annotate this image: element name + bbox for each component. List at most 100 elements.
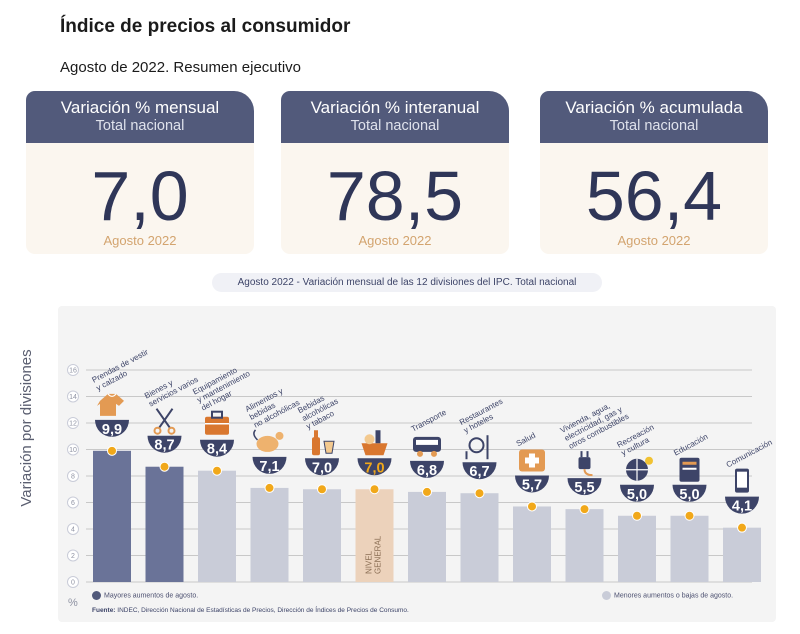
icon-shape [155, 408, 172, 430]
card-acumulada: Variación % acumulada Total nacional 56,… [540, 91, 768, 254]
bar-top-dot [474, 488, 485, 499]
page-subtitle: Agosto de 2022. Resumen ejecutivo [60, 59, 301, 76]
legend-mayor: Mayores aumentos de agosto. [92, 591, 198, 600]
value-label: 9,9 [102, 422, 122, 438]
card-value: 78,5 [326, 157, 464, 235]
page-title: Índice de precios al consumidor [60, 16, 351, 37]
category-label: Bebidasalcohólicasy tabaco [296, 389, 344, 431]
tick-marker [67, 523, 79, 535]
icon-detail [682, 467, 697, 470]
bar [460, 493, 499, 582]
card-header: Variación % interanual Total nacional [281, 91, 509, 143]
icon-detail [275, 431, 284, 440]
general-bar-label-line: NIVEL [365, 550, 374, 574]
icon-shape [578, 457, 591, 470]
scissors-comb-icon [153, 408, 176, 435]
value-badge [672, 484, 707, 502]
category-label-line: Educación [672, 432, 709, 457]
bar-top-dot [422, 486, 432, 497]
bus-icon [413, 436, 441, 457]
icon-shape [205, 416, 229, 435]
cutlery-icon [465, 435, 489, 460]
icon-detail [525, 453, 539, 468]
icon-detail [364, 434, 375, 445]
shirt-icon [97, 393, 124, 416]
icon-detail [416, 439, 438, 445]
bar-top-dot [369, 484, 380, 495]
y-tick-label: 2 [71, 553, 75, 560]
icon-detail [682, 461, 697, 465]
category-label: Comunicación [725, 438, 774, 470]
toolbox-icon [205, 410, 229, 435]
value-label: 5,5 [574, 480, 594, 496]
tick-marker [67, 576, 79, 588]
bar-top-dot [632, 510, 642, 521]
value-badge [515, 475, 549, 493]
category-label-line: Comunicación [725, 438, 774, 470]
card-value: 7,0 [91, 157, 189, 235]
y-tick-label: 8 [71, 474, 75, 481]
icon-shape [314, 430, 318, 439]
category-label: Recreacióny cultura [615, 423, 659, 458]
source-label: Fuente: [92, 607, 116, 614]
value-badge [95, 419, 129, 437]
card-month: Agosto 2022 [103, 233, 177, 248]
icon-detail [375, 430, 381, 444]
value-badge [567, 478, 602, 496]
bar [618, 515, 656, 582]
value-label: 6,8 [417, 463, 437, 479]
icon-detail [583, 469, 593, 477]
tick-marker [67, 390, 79, 403]
icon-shape [157, 408, 174, 430]
value-badge [725, 496, 759, 514]
bar-top-dot [264, 482, 275, 493]
bar [670, 515, 709, 582]
y-tick-label: 0 [71, 580, 75, 587]
bar [145, 466, 184, 582]
card-label: Variación % mensual [60, 98, 220, 117]
icon-detail [417, 450, 423, 457]
y-tick-label: 14 [69, 394, 77, 401]
bar [355, 489, 394, 582]
value-label: 7,0 [312, 460, 332, 476]
bar-top-dot [684, 510, 695, 521]
icon-detail [253, 429, 259, 441]
book-icon [679, 457, 700, 482]
legend-mayor-text: Mayores aumentos de agosto. [104, 592, 199, 600]
value-label: 6,7 [469, 464, 489, 480]
bar [513, 506, 551, 582]
value-label: 7,0 [364, 460, 384, 476]
bar-top-dot [107, 445, 117, 456]
bottle-glass-icon [312, 430, 335, 456]
bar-top-dot [159, 461, 170, 472]
ball-icon [626, 456, 653, 481]
bar [198, 470, 236, 582]
bar-top-dot [212, 465, 222, 476]
value-badge [410, 460, 444, 478]
general-bar-label-line: GENERAL [374, 535, 383, 574]
card-mensual: Variación % mensual Total nacional 7,0 A… [26, 91, 254, 254]
y-tick-label: 4 [71, 527, 75, 534]
icon-detail [153, 426, 162, 435]
icon-detail [645, 456, 653, 465]
chart-caption: Agosto 2022 - Variación mensual de las 1… [212, 273, 602, 292]
source-note: Fuente: INDEC, Dirección Nacional de Est… [92, 607, 409, 614]
value-badge [200, 439, 234, 457]
card-scope: Total nacional [609, 118, 699, 134]
value-label: 4,1 [732, 499, 752, 515]
y-tick-label: 16 [69, 368, 77, 375]
legend-menor-text: Menores aumentos o bajas de agosto. [614, 592, 734, 600]
medical-cross-icon [519, 449, 545, 472]
value-badge [357, 458, 392, 476]
icon-shape [468, 437, 485, 454]
tick-marker [67, 496, 79, 509]
icon-shape [97, 393, 124, 416]
value-badge [305, 458, 339, 476]
card-label: Variación % interanual [310, 98, 480, 117]
basket-icon [361, 430, 388, 456]
source-text: INDEC, Dirección Nacional de Estadística… [117, 607, 409, 614]
card-scope: Total nacional [350, 118, 440, 134]
y-tick-label: 10 [69, 447, 77, 454]
card-month: Agosto 2022 [617, 233, 691, 248]
